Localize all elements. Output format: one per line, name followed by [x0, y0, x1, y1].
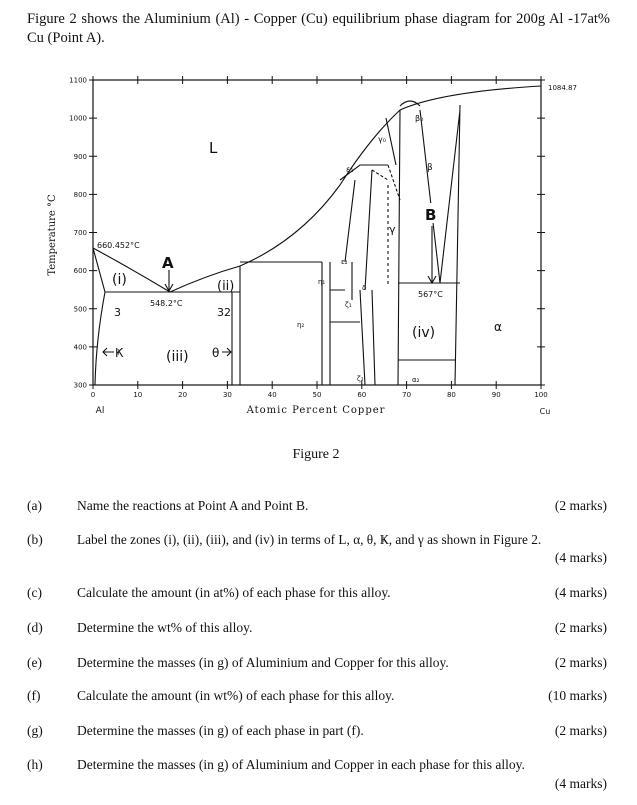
- question-letter: (g): [27, 723, 43, 738]
- annotation: 567°C: [418, 290, 443, 299]
- arrows: [102, 226, 437, 357]
- phase-label: α₂: [412, 376, 420, 384]
- x-tick-label: 40: [268, 391, 277, 399]
- phase-label: L: [209, 139, 218, 157]
- axis-end-label: Cu: [540, 407, 551, 416]
- question-letter: (e): [27, 655, 42, 670]
- y-tick-label: 300: [74, 382, 87, 390]
- zone-label: (ii): [217, 279, 234, 294]
- y-tick-label: 600: [74, 267, 87, 275]
- x-tick-label: 80: [447, 391, 456, 399]
- question-letter: (a): [27, 498, 42, 513]
- y-tick-label: 400: [74, 343, 87, 351]
- annotation: 660.452°C: [97, 241, 140, 250]
- y-tick-label: 800: [74, 191, 87, 199]
- question-text: Determine the masses (in g) of Aluminium…: [77, 757, 525, 772]
- zone-label: (iii): [166, 349, 189, 365]
- phase-label: ε₁: [346, 165, 354, 174]
- phase-label: δ: [362, 284, 366, 292]
- y-tick-label: 900: [74, 153, 87, 161]
- point-label: A: [162, 254, 174, 272]
- zone-label: (i): [112, 272, 127, 288]
- question-marks: (2 marks): [554, 620, 607, 635]
- x-tick-label: 20: [178, 391, 187, 399]
- question-text: Determine the masses (in g) of each phas…: [77, 723, 364, 738]
- y-tick-label: 1000: [69, 115, 87, 123]
- y-tick-label: 1100: [69, 77, 87, 85]
- phase-label: γ₀: [378, 135, 386, 144]
- phase-diagram: 1084.87 660.452°C 548.2°C 567°C A B (i) …: [47, 76, 577, 462]
- plot-frame: [92, 79, 542, 386]
- x-tick-label: 50: [313, 391, 322, 399]
- x-tick-label: 60: [357, 391, 366, 399]
- question-marks: (2 marks): [554, 498, 607, 513]
- question-text: Determine the wt% of this alloy.: [77, 620, 253, 635]
- question-marks: (4 marks): [554, 550, 607, 565]
- x-axis-title: Atomic Percent Copper: [246, 405, 386, 416]
- phase-label: η₁: [318, 278, 325, 286]
- annotation: 1084.87: [548, 84, 577, 92]
- phase-label: α: [494, 320, 502, 334]
- phase-label: ζ₁: [345, 301, 352, 309]
- question-text: Determine the masses (in g) of Aluminium…: [77, 655, 449, 670]
- question-text: Calculate the amount (in at%) of each ph…: [77, 585, 391, 600]
- y-axis-title: Temperature °C: [47, 194, 58, 276]
- x-tick-label: 70: [402, 391, 411, 399]
- intro-text: Figure 2 shows the Aluminium (Al) - Copp…: [27, 11, 610, 46]
- x-tick-label: 90: [492, 391, 501, 399]
- point-label: B: [425, 206, 436, 224]
- phase-label: θ: [212, 346, 219, 360]
- x-tick-label: 100: [534, 391, 547, 399]
- annotation: 548.2°C: [150, 299, 183, 308]
- phase-label: η₂: [297, 321, 304, 329]
- y-tick-label: 700: [74, 229, 87, 237]
- phase-label: Ҝ: [115, 346, 124, 360]
- question-letter: (c): [27, 585, 42, 600]
- question-marks: (4 marks): [554, 585, 607, 600]
- phase-boundaries: [92, 85, 542, 386]
- phase-label: γ: [389, 223, 396, 236]
- phase-label: ε₂: [341, 258, 348, 266]
- question-marks: (2 marks): [554, 655, 607, 670]
- x-tick-label: 30: [223, 391, 232, 399]
- x-tick-label: 0: [91, 391, 95, 399]
- composition-label: 32: [217, 306, 231, 319]
- question-letter: (d): [27, 620, 43, 635]
- question-letter: (h): [27, 757, 43, 772]
- phase-label: β: [427, 163, 433, 173]
- composition-label: 3: [114, 306, 121, 319]
- question-letter: (f): [27, 688, 41, 703]
- figure-caption: Figure 2: [292, 447, 339, 462]
- question-marks: (4 marks): [554, 776, 607, 791]
- question-letter: (b): [27, 532, 43, 547]
- x-tick-label: 10: [133, 391, 142, 399]
- zone-label: (iv): [412, 325, 435, 341]
- question-marks: (10 marks): [548, 688, 607, 703]
- question-marks: (2 marks): [554, 723, 607, 738]
- phase-label: β₀: [415, 114, 423, 123]
- question-text: Name the reactions at Point A and Point …: [77, 498, 309, 513]
- axis-end-label: Al: [96, 406, 105, 416]
- phase-label: ζ₂: [357, 375, 364, 383]
- question-text: Label the zones (i), (ii), (iii), and (i…: [77, 532, 542, 547]
- y-tick-label: 500: [74, 305, 87, 313]
- question-text: Calculate the amount (in wt%) of each ph…: [77, 688, 395, 703]
